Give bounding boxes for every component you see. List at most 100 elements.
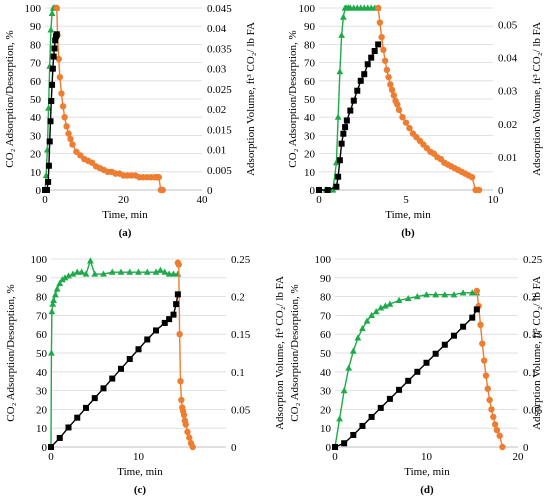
y-tick-label: 0 xyxy=(310,185,316,197)
y-tick-label: 90 xyxy=(304,21,316,33)
y-tick-label: 100 xyxy=(25,3,42,15)
y-axis-title-right: Adsorption Volume, ft³ CO₂/ lb FA xyxy=(245,22,257,176)
y2-tick-label: 0.25 xyxy=(523,254,543,266)
data-point-adsorption xyxy=(135,268,142,275)
data-point-volume xyxy=(414,368,421,375)
data-point-desorption xyxy=(178,396,185,404)
y2-tick-label: 0.1 xyxy=(523,367,537,379)
data-point-desorption xyxy=(383,66,391,74)
series-adsorption xyxy=(47,257,182,450)
x-tick-label: 40 xyxy=(197,194,209,206)
y2-tick-label: 0.2 xyxy=(231,292,245,304)
data-point-adsorption xyxy=(65,272,72,279)
data-point-desorption xyxy=(473,287,481,295)
x-tick-label: 10 xyxy=(133,451,145,463)
data-point-desorption xyxy=(67,135,74,143)
data-point-desorption xyxy=(380,46,387,54)
y-tick-label: 70 xyxy=(30,58,42,70)
y-tick-label: 90 xyxy=(320,273,332,285)
data-point-adsorption xyxy=(404,294,412,302)
data-point-adsorption xyxy=(381,302,389,309)
data-point-adsorption xyxy=(61,274,69,281)
data-point-volume xyxy=(368,54,375,61)
y-tick-label: 10 xyxy=(36,423,48,435)
data-point-volume xyxy=(173,301,180,308)
y-tick-label: 50 xyxy=(30,94,42,106)
data-point-adsorption xyxy=(48,9,56,17)
data-point-desorption xyxy=(175,261,182,268)
data-point-adsorption xyxy=(170,270,177,277)
data-point-adsorption xyxy=(91,270,99,277)
y-tick-label: 80 xyxy=(36,292,48,304)
y-tick-label: 50 xyxy=(320,348,332,360)
data-point-volume xyxy=(450,332,457,339)
data-point-desorption xyxy=(482,372,490,379)
data-point-adsorption xyxy=(339,13,347,20)
data-point-adsorption xyxy=(156,266,164,273)
data-point-volume xyxy=(47,118,54,125)
data-point-adsorption xyxy=(86,257,94,264)
y2-tick-label: 0.02 xyxy=(498,119,517,131)
y2-tick-label: 0.25 xyxy=(231,254,251,266)
y2-tick-label: 0.015 xyxy=(207,124,232,136)
x-tick-label: 20 xyxy=(513,451,525,463)
data-point-volume xyxy=(340,130,347,137)
y2-tick-label: 0.01 xyxy=(207,145,226,157)
data-point-volume xyxy=(91,395,98,402)
y-tick-label: 20 xyxy=(36,404,48,416)
panel-label: (b) xyxy=(401,227,415,239)
data-point-volume xyxy=(441,341,448,348)
data-point-volume xyxy=(65,424,72,431)
data-point-desorption xyxy=(406,124,413,132)
data-point-volume xyxy=(174,291,181,298)
data-point-adsorption xyxy=(48,349,55,356)
y-tick-label: 100 xyxy=(299,3,316,15)
data-point-volume xyxy=(350,97,357,104)
data-point-volume xyxy=(371,48,378,55)
panel-label: (a) xyxy=(119,227,132,239)
x-axis-title: Time, min xyxy=(404,466,450,478)
data-point-adsorption xyxy=(329,186,337,193)
data-point-volume xyxy=(357,77,364,84)
data-point-volume xyxy=(135,346,142,353)
data-point-volume xyxy=(361,71,368,78)
series-line-adsorption xyxy=(334,292,477,448)
data-point-desorption xyxy=(176,331,183,338)
x-tick-label: 0 xyxy=(48,451,54,463)
data-point-volume xyxy=(324,187,331,193)
data-point-adsorption xyxy=(336,415,343,422)
series-line-desorption xyxy=(476,290,504,448)
data-point-volume xyxy=(316,187,322,193)
data-point-volume xyxy=(343,117,350,124)
y-tick-label: 80 xyxy=(30,39,42,51)
data-point-adsorption xyxy=(386,300,394,307)
y-tick-label: 50 xyxy=(36,348,48,360)
data-point-volume xyxy=(377,404,384,411)
data-point-adsorption xyxy=(468,289,476,296)
y-tick-label: 0 xyxy=(326,442,332,454)
series-desorption xyxy=(174,259,196,451)
x-axis-title: Time, min xyxy=(117,466,163,478)
data-point-volume xyxy=(153,327,159,334)
y2-tick-label: 0.04 xyxy=(498,53,518,65)
data-point-volume xyxy=(52,37,59,44)
data-point-desorption xyxy=(53,4,60,12)
y2-tick-label: 0.15 xyxy=(231,329,251,341)
data-point-volume xyxy=(46,138,53,145)
data-point-adsorption xyxy=(395,296,403,303)
data-point-volume xyxy=(109,375,116,382)
y2-tick-label: 0.05 xyxy=(523,404,543,416)
data-point-desorption xyxy=(378,33,385,41)
data-point-adsorption xyxy=(161,268,169,275)
data-point-desorption xyxy=(475,186,483,194)
data-point-adsorption xyxy=(165,270,173,277)
series-volume xyxy=(332,306,480,450)
chart-panel-d: 010203040506070809010000.050.10.150.20.2… xyxy=(289,254,543,496)
data-point-adsorption xyxy=(50,296,58,303)
x-tick-label: 0 xyxy=(316,194,322,206)
data-point-adsorption xyxy=(108,268,116,275)
data-point-adsorption xyxy=(143,268,151,275)
data-point-desorption xyxy=(56,73,64,81)
y-axis-title-left: CO₂ Adsorption/Desorption, % xyxy=(4,30,16,167)
data-point-desorption xyxy=(388,86,396,94)
